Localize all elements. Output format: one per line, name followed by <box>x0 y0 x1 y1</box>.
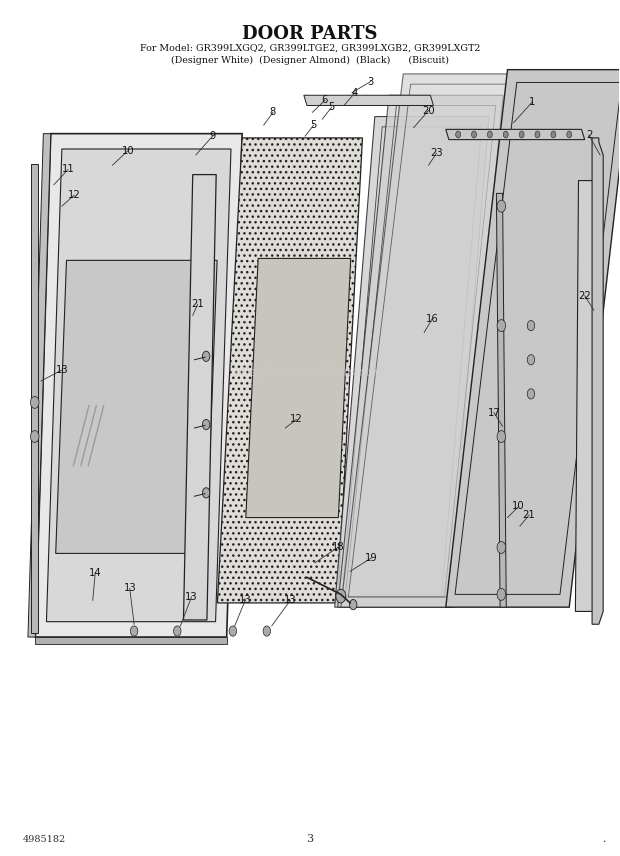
Circle shape <box>336 589 346 603</box>
Polygon shape <box>31 163 38 633</box>
Circle shape <box>497 431 506 443</box>
Text: 3: 3 <box>368 76 374 86</box>
Polygon shape <box>341 74 517 607</box>
Circle shape <box>567 131 572 138</box>
Circle shape <box>202 351 210 361</box>
Polygon shape <box>338 95 503 607</box>
Polygon shape <box>28 134 51 637</box>
Polygon shape <box>56 260 217 554</box>
Polygon shape <box>246 259 351 518</box>
Circle shape <box>527 354 534 365</box>
Text: 21: 21 <box>192 300 204 309</box>
Text: 13: 13 <box>56 365 68 375</box>
Text: 4: 4 <box>352 87 358 98</box>
Circle shape <box>30 396 39 408</box>
Polygon shape <box>575 181 598 611</box>
Text: 13: 13 <box>185 592 198 602</box>
Circle shape <box>535 131 540 138</box>
Text: 20: 20 <box>422 105 435 116</box>
Text: DOOR PARTS: DOOR PARTS <box>242 25 378 43</box>
Text: 13: 13 <box>284 596 296 605</box>
Circle shape <box>527 389 534 399</box>
Text: 9: 9 <box>210 131 216 141</box>
Text: 23: 23 <box>430 148 443 158</box>
Text: 14: 14 <box>89 568 102 578</box>
Circle shape <box>229 626 237 636</box>
Text: 12: 12 <box>68 190 81 200</box>
Circle shape <box>551 131 556 138</box>
Circle shape <box>497 319 506 331</box>
Circle shape <box>487 131 492 138</box>
Circle shape <box>456 131 461 138</box>
Text: eReplacementParts.com: eReplacementParts.com <box>234 366 386 379</box>
Text: 12: 12 <box>290 414 303 425</box>
Text: 13: 13 <box>239 596 252 605</box>
Polygon shape <box>35 637 227 644</box>
Circle shape <box>472 131 477 138</box>
Polygon shape <box>218 138 363 603</box>
Polygon shape <box>184 175 216 620</box>
Text: 1: 1 <box>529 97 536 107</box>
Text: 5: 5 <box>311 120 317 130</box>
Circle shape <box>130 626 138 636</box>
Circle shape <box>519 131 524 138</box>
Circle shape <box>503 131 508 138</box>
Polygon shape <box>304 95 433 105</box>
Text: 11: 11 <box>61 164 74 175</box>
Circle shape <box>497 200 506 212</box>
Text: 3: 3 <box>306 835 314 844</box>
Text: 17: 17 <box>487 407 500 418</box>
Polygon shape <box>446 129 585 140</box>
Text: 22: 22 <box>578 291 591 300</box>
Circle shape <box>202 488 210 498</box>
Text: 2: 2 <box>586 130 592 140</box>
Text: 10: 10 <box>122 146 135 156</box>
Text: 21: 21 <box>523 510 536 520</box>
Text: (Designer White)  (Designer Almond)  (Black)      (Biscuit): (Designer White) (Designer Almond) (Blac… <box>171 56 449 65</box>
Circle shape <box>202 419 210 430</box>
Circle shape <box>174 626 181 636</box>
Text: 10: 10 <box>512 502 525 512</box>
Polygon shape <box>35 134 242 637</box>
Circle shape <box>263 626 270 636</box>
Polygon shape <box>446 69 620 607</box>
Text: 5: 5 <box>329 102 335 112</box>
Text: For Model: GR399LXGQ2, GR399LTGE2, GR399LXGB2, GR399LXGT2: For Model: GR399LXGQ2, GR399LTGE2, GR399… <box>140 44 480 53</box>
Circle shape <box>527 320 534 330</box>
Polygon shape <box>46 149 231 621</box>
Text: 19: 19 <box>365 553 378 562</box>
Text: 6: 6 <box>322 95 328 105</box>
Polygon shape <box>335 116 489 607</box>
Polygon shape <box>497 193 507 607</box>
Circle shape <box>497 542 506 554</box>
Text: 13: 13 <box>123 584 136 593</box>
Circle shape <box>350 599 357 609</box>
Polygon shape <box>592 138 603 624</box>
Text: 8: 8 <box>270 107 276 117</box>
Circle shape <box>30 431 39 443</box>
Text: 18: 18 <box>332 543 344 552</box>
Text: 16: 16 <box>426 314 438 324</box>
Text: .: . <box>603 835 606 844</box>
Text: 4985182: 4985182 <box>23 835 66 844</box>
Circle shape <box>497 588 506 600</box>
